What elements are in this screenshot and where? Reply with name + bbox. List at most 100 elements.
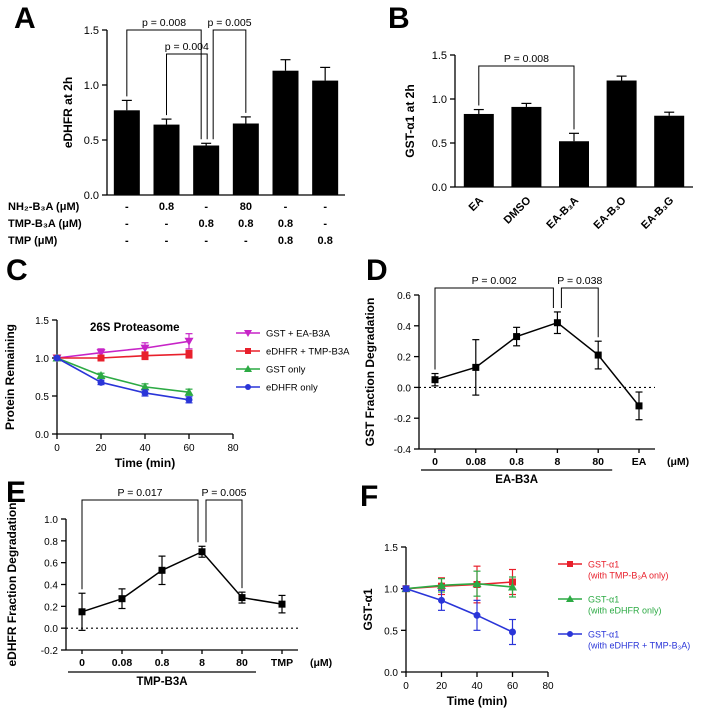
x-tick-label: 8 [199,657,205,669]
dose-value: 0.8 [278,235,293,247]
data-point [431,376,439,384]
dose-value: 0.8 [278,218,293,230]
y-tick-label: 0.0 [384,668,398,679]
legend-label: GST-α1 [588,630,619,640]
p-value-label: P = 0.017 [117,487,162,499]
data-point [567,561,573,567]
data-point [185,396,193,404]
y-tick-label: 0.2 [397,353,411,364]
dose-value: - [125,235,129,247]
data-point [97,378,105,386]
data-point [238,594,246,602]
y-tick-label: 1.5 [84,25,99,37]
legend-label: GST + EA-B3A [266,329,331,340]
dose-value: 0.8 [318,235,333,247]
y-tick-label: 1.0 [44,515,58,526]
p-value-label: P = 0.008 [504,53,549,65]
y-axis-title: GST-α1 at 2h [403,84,417,157]
data-point [97,354,105,362]
p-value-label: P = 0.002 [472,275,517,287]
series-line [405,582,513,590]
dose-row-label: TMP (μM) [8,235,58,247]
panel-label-c: C [6,254,28,287]
y-tick-label: 0.2 [44,602,58,613]
series-line [434,321,640,407]
bar [272,70,299,195]
data-point [118,595,126,603]
x-tick-label: 0 [54,443,60,454]
p-value-label: p = 0.004 [165,41,209,53]
y-tick-label: 0.4 [44,581,58,592]
legend-label: (with eDHFR + TMP-B₃A) [588,641,690,651]
group-label: TMP-B3A [136,676,187,688]
data-point [140,344,150,353]
y-tick-label: 0.4 [397,322,411,333]
panel-label-d: D [366,254,388,287]
x-tick-label: 80 [227,443,239,454]
dose-value: - [125,201,129,213]
x-tick-label: 40 [471,681,483,692]
x-tick-label: EA-B₃A [544,195,581,232]
y-tick-label: 0.6 [44,559,58,570]
significance-bracket [560,287,599,338]
data-point [185,350,193,358]
data-point [566,595,574,602]
x-tick-label: 0 [79,657,85,669]
panel-d-chart: -0.4 -0.2 0.0 0.2 0.4 0.6 GST Fraction Degrada… [363,275,689,486]
dose-value: - [204,201,208,213]
significance-bracket [212,29,247,140]
data-point [184,387,194,396]
data-point [278,600,286,608]
y-tick-label: 1.5 [432,50,447,62]
significance-bracket [205,499,243,589]
dose-value: - [284,201,288,213]
y-tick-label: 0.5 [35,392,49,403]
data-point [198,548,206,556]
data-point [245,348,251,354]
x-tick-label: DMSO [502,194,534,226]
unit-label: (μM) [667,456,689,468]
panel-label-f: F [360,480,379,513]
data-point [473,611,481,619]
data-point [96,349,106,358]
data-point [472,579,482,588]
bar [559,141,589,187]
y-axis-title: GST-α1 [361,588,375,630]
x-tick-label: 0 [403,681,409,692]
x-tick-label: TMP [271,657,293,669]
data-point [472,363,480,371]
x-tick-label: 0.8 [509,456,524,468]
y-tick-label: -0.2 [41,646,59,657]
y-tick-label: 0.5 [84,135,99,147]
legend-label: (with eDHFR only) [588,606,662,616]
x-tick-label: EA [632,456,647,468]
bar [463,113,494,187]
legend-label: GST-α1 [588,595,619,605]
data-point [438,596,445,604]
data-point [509,628,516,636]
legend-label: (with TMP-B₃A only) [588,571,669,581]
panel-f-chart: 0.0 0.5 1.0 1.5 GST-α1 0 20 40 60 80 Time (min) GST… [361,543,690,708]
significance-bracket [434,287,554,370]
panel-label-b: B [388,2,410,35]
bar [511,106,542,187]
x-tick-label: 0 [432,456,438,468]
y-tick-label: 0.0 [397,383,411,394]
data-point [513,333,521,341]
data-point [245,384,251,390]
bar [606,80,637,187]
y-tick-label: 0.0 [84,190,99,202]
data-point [402,585,410,593]
x-tick-label: 80 [236,657,248,669]
y-tick-label: 0.0 [432,182,447,194]
x-tick-label: 0.08 [466,456,487,468]
y-tick-label: 0.5 [384,626,398,637]
dose-value: - [165,218,169,230]
dose-value: - [125,218,129,230]
y-tick-label: 1.0 [35,354,49,365]
dose-value: 80 [240,201,252,213]
x-tick-label: 40 [139,443,151,454]
panel-label-a: A [14,2,36,35]
dose-value: - [165,235,169,247]
bar [113,110,140,195]
